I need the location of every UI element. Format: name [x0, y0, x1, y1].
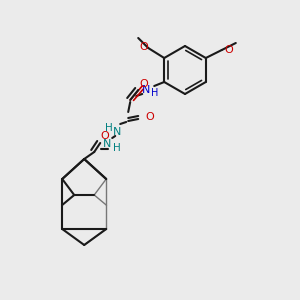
Text: O: O: [140, 79, 148, 89]
Text: O: O: [225, 45, 233, 55]
Text: H: H: [105, 123, 113, 133]
Text: H: H: [151, 88, 158, 98]
Text: N: N: [142, 85, 150, 95]
Text: H: H: [113, 143, 121, 153]
Text: N: N: [113, 127, 122, 137]
Text: O: O: [140, 42, 148, 52]
Text: O: O: [101, 131, 110, 141]
Text: N: N: [103, 139, 111, 149]
Text: O: O: [145, 112, 154, 122]
